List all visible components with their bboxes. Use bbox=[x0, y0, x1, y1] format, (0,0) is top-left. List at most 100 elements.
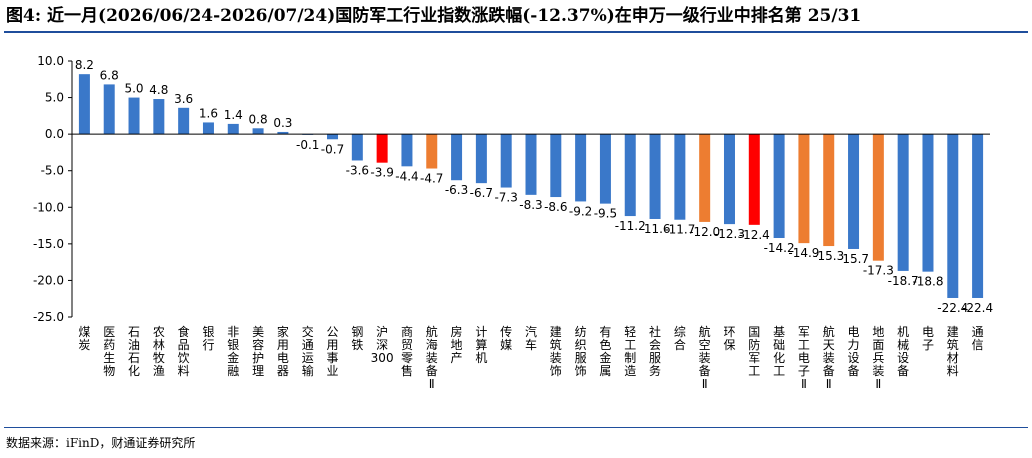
category-label: 国防军工 bbox=[748, 325, 760, 378]
bar bbox=[178, 107, 190, 135]
category-label: 公用事业 bbox=[327, 325, 339, 378]
value-label: 1.6 bbox=[199, 106, 218, 120]
bar bbox=[947, 134, 959, 298]
category-label: 钢铁 bbox=[351, 325, 363, 352]
bar bbox=[426, 134, 438, 169]
value-label: 8.2 bbox=[75, 58, 94, 72]
value-label: -6.3 bbox=[445, 183, 468, 197]
bars bbox=[78, 74, 984, 298]
category-label: 有色金属 bbox=[599, 325, 611, 378]
category-label: 石油石化 bbox=[128, 325, 140, 378]
value-label: 5.0 bbox=[124, 82, 143, 96]
y-tick-label: -25.0 bbox=[33, 310, 64, 324]
bar bbox=[674, 134, 686, 220]
category-label: 环保 bbox=[723, 325, 735, 352]
bar bbox=[351, 134, 363, 161]
category-label: 医药生物 bbox=[103, 325, 115, 378]
bar bbox=[376, 134, 388, 163]
bar bbox=[922, 134, 934, 272]
y-tick-label: 10.0 bbox=[37, 54, 64, 68]
category-label: 计算机 bbox=[475, 325, 487, 365]
value-label: -11.6 bbox=[640, 222, 671, 236]
category-label: 农林牧渔 bbox=[153, 325, 165, 378]
value-label: -12.0 bbox=[689, 225, 720, 239]
y-tick-label: -5.0 bbox=[41, 164, 64, 178]
category-label: 沪深 300 bbox=[371, 325, 394, 365]
bar bbox=[798, 134, 810, 244]
value-label: -11.7 bbox=[664, 223, 695, 237]
category-label: 军工电子 Ⅱ bbox=[798, 325, 810, 391]
value-label: 6.8 bbox=[100, 68, 119, 82]
value-label: -9.5 bbox=[594, 207, 617, 221]
value-labels: 8.26.85.0 4.83.61.6 1.4 0.8 0.3-0.1 -0.7-3.6-… bbox=[75, 58, 993, 315]
category-label: 纺织服饰 bbox=[575, 325, 587, 378]
bar bbox=[153, 99, 165, 135]
y-tick-label: 0.0 bbox=[45, 127, 64, 141]
category-label: 航天装备 Ⅱ bbox=[823, 324, 835, 391]
bar bbox=[848, 134, 860, 249]
category-label: 基础化工 bbox=[773, 325, 785, 378]
value-label: -18.8 bbox=[912, 275, 943, 289]
category-label: 建筑装饰 bbox=[550, 325, 562, 378]
bar bbox=[202, 122, 214, 135]
bar-chart: 10.0 5.0 0.0 -5.0 -10.0 -15.0 -20.0 -25.0 8.2 6.… bbox=[33, 54, 993, 391]
value-label: 0.3 bbox=[273, 116, 292, 130]
y-tick-label: -15.0 bbox=[33, 237, 64, 251]
bar bbox=[599, 134, 611, 204]
category-label: 轻工制造 bbox=[624, 325, 636, 378]
value-label: -0.7 bbox=[321, 142, 344, 156]
value-label: 0.8 bbox=[249, 112, 268, 126]
category-label: 航空装备 Ⅱ bbox=[699, 324, 711, 391]
bar bbox=[550, 134, 562, 198]
y-axis: 10.0 5.0 0.0 -5.0 -10.0 -15.0 -20.0 -25.0 bbox=[33, 54, 73, 324]
value-label: -0.1 bbox=[296, 138, 319, 152]
value-label: -14.9 bbox=[788, 246, 819, 260]
bar bbox=[451, 134, 463, 181]
value-label: -6.7 bbox=[470, 186, 493, 200]
category-label: 通信 bbox=[972, 325, 984, 352]
value-label: -8.6 bbox=[544, 200, 567, 214]
bar bbox=[525, 134, 537, 195]
category-label: 电子 bbox=[922, 325, 934, 352]
bar bbox=[748, 134, 760, 225]
bar bbox=[872, 134, 884, 261]
bar bbox=[475, 134, 487, 184]
bar bbox=[897, 134, 909, 271]
bar bbox=[227, 123, 239, 135]
category-label: 电力设备 bbox=[848, 325, 860, 378]
bar bbox=[252, 128, 264, 135]
category-label: 汽车 bbox=[525, 324, 537, 352]
footer-divider bbox=[4, 427, 1028, 428]
category-label: 煤炭 bbox=[78, 325, 90, 352]
bar bbox=[699, 134, 711, 222]
category-label: 机械设备 bbox=[897, 325, 909, 378]
category-label: 建筑材料 bbox=[947, 325, 959, 378]
category-label: 综合 bbox=[674, 325, 686, 352]
category-label: 家用电器 bbox=[277, 324, 289, 378]
bar bbox=[128, 97, 140, 135]
value-label: 1.4 bbox=[224, 108, 243, 122]
category-label: 传媒 bbox=[500, 324, 512, 352]
bar bbox=[972, 134, 984, 298]
bar bbox=[78, 74, 90, 135]
value-label: -15.3 bbox=[813, 249, 844, 263]
value-label: -15.7 bbox=[838, 252, 869, 266]
category-label: 交通运输 bbox=[302, 324, 314, 378]
bar bbox=[500, 134, 512, 188]
chart-title: 图4: 近一月(2026/06/24-2026/07/24)国防军工行业指数涨跌… bbox=[6, 6, 862, 26]
value-label: -8.3 bbox=[519, 198, 542, 212]
value-label: -4.4 bbox=[395, 169, 418, 183]
bar bbox=[277, 131, 289, 135]
title-divider bbox=[4, 31, 1028, 33]
category-label: 食品饮料 bbox=[178, 324, 190, 378]
value-label: -12.4 bbox=[739, 228, 770, 242]
value-label: -11.2 bbox=[615, 219, 646, 233]
value-label: -12.3 bbox=[714, 227, 745, 241]
bar bbox=[773, 134, 785, 239]
y-tick-label: -10.0 bbox=[33, 200, 64, 214]
y-tick-label: -20.0 bbox=[33, 273, 64, 287]
source-note: 数据来源：iFinD，财通证券研究所 bbox=[6, 436, 196, 450]
category-label: 房地产 bbox=[451, 324, 463, 365]
category-label: 银行 bbox=[202, 325, 214, 352]
bar bbox=[649, 134, 661, 219]
